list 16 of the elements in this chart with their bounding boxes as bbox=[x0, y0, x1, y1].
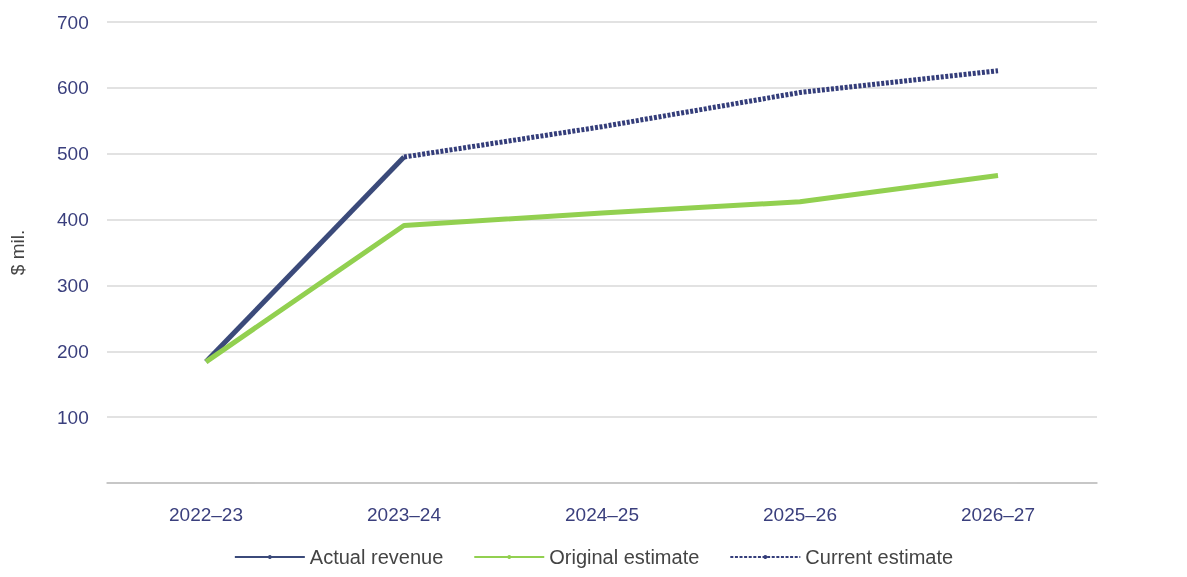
y-axis-title: $ mil. bbox=[7, 229, 28, 276]
y-tick-label: 500 bbox=[57, 143, 89, 165]
x-tick-label: 2026–27 bbox=[961, 504, 1035, 525]
x-tick-label: 2025–26 bbox=[763, 504, 837, 525]
legend-label: Original estimate bbox=[549, 546, 700, 568]
y-tick-label: 400 bbox=[57, 209, 89, 231]
y-tick-label: 100 bbox=[57, 406, 89, 428]
y-tick-label: 700 bbox=[57, 11, 89, 33]
y-tick-label: 300 bbox=[57, 274, 89, 296]
y-tick-label: 600 bbox=[57, 77, 89, 99]
x-tick-label: 2023–24 bbox=[367, 504, 442, 525]
x-tick-label: 2022–23 bbox=[169, 504, 243, 525]
legend-label: Current estimate bbox=[805, 546, 954, 568]
x-tick-label: 2024–25 bbox=[565, 504, 639, 525]
y-tick-label: 200 bbox=[57, 340, 89, 362]
legend-label: Actual revenue bbox=[309, 546, 444, 568]
